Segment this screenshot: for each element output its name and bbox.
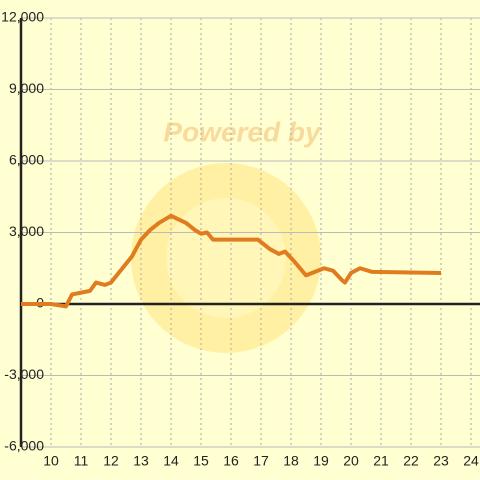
x-tick-label: 17 bbox=[253, 453, 269, 469]
line-series bbox=[21, 213, 442, 309]
y-tick-label: 9,000 bbox=[9, 80, 44, 96]
x-tick-label: 23 bbox=[433, 453, 449, 469]
logo-sun bbox=[131, 163, 321, 353]
x-tick-label: 15 bbox=[193, 453, 209, 469]
y-tick-label: -6,000 bbox=[4, 438, 44, 454]
y-tick-label: 12,000 bbox=[1, 9, 44, 25]
x-tick-label: 24 bbox=[463, 453, 479, 469]
x-tick-label: 19 bbox=[313, 453, 329, 469]
x-tick-label: 10 bbox=[43, 453, 59, 469]
logo bbox=[131, 163, 321, 353]
x-tick-label: 21 bbox=[373, 453, 389, 469]
x-tick-label: 11 bbox=[74, 453, 89, 469]
watermark: Powered by bbox=[163, 116, 322, 147]
x-tick-label: 13 bbox=[133, 453, 149, 469]
logo-core bbox=[166, 198, 286, 318]
x-tick-label: 18 bbox=[283, 453, 299, 469]
x-tick-label: 20 bbox=[343, 453, 359, 469]
x-tick-label: 22 bbox=[403, 453, 419, 469]
y-tick-label: -3,000 bbox=[4, 366, 44, 382]
y-tick-label: 3,000 bbox=[9, 223, 44, 239]
x-tick-label: 16 bbox=[223, 453, 239, 469]
y-tick-label: 6,000 bbox=[9, 152, 44, 168]
x-tick-label: 14 bbox=[163, 453, 179, 469]
x-tick-label: 12 bbox=[103, 453, 119, 469]
